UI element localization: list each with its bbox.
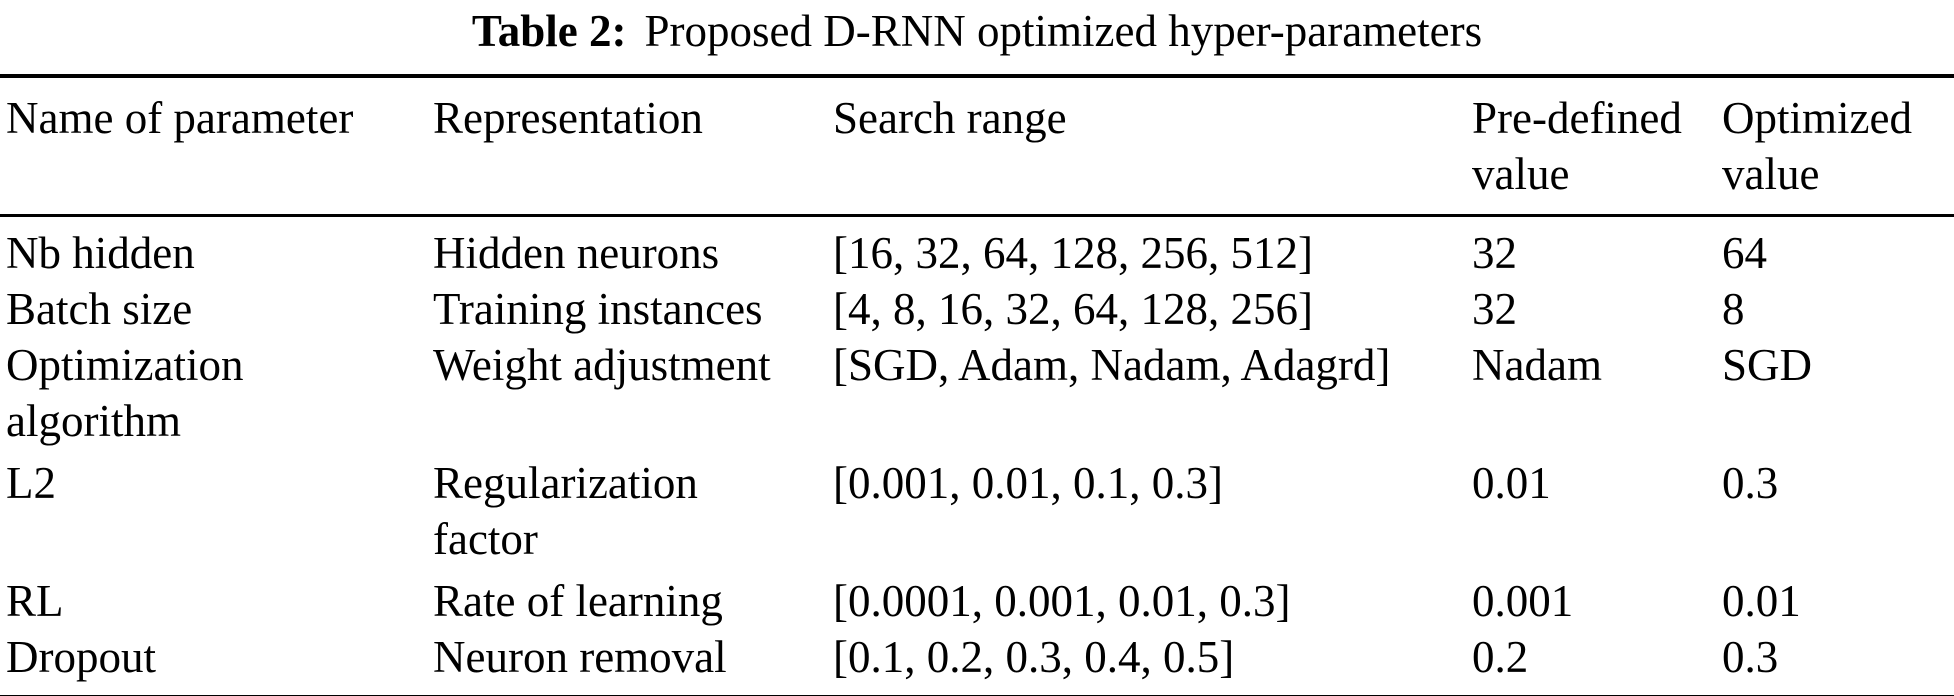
cell-search-range: [0.0001, 0.001, 0.01, 0.3]	[833, 576, 1291, 626]
cell-representation: Rate of learning	[433, 576, 723, 626]
cell-representation: Training instances	[433, 284, 763, 334]
cell-representation: Hidden neurons	[433, 228, 720, 278]
cell-optimized-value: 0.3	[1722, 632, 1779, 682]
table-row: RL Rate of learning [0.0001, 0.001, 0.01…	[0, 573, 1954, 629]
cell-name: Nb hidden	[6, 228, 195, 278]
cell-name: L2	[6, 458, 56, 508]
cell-representation: Neuron removal	[433, 632, 727, 682]
table-row: Nb hidden Hidden neurons [16, 32, 64, 12…	[0, 216, 1954, 282]
table-caption-label: Table 2:	[471, 6, 627, 56]
table-row: Optimization algorithm Weight adjustment…	[0, 337, 1954, 455]
cell-search-range: [SGD, Adam, Nadam, Adagrd]	[833, 340, 1391, 390]
cell-predefined-value: 0.01	[1472, 458, 1551, 508]
cell-name: Batch size	[6, 284, 193, 334]
cell-optimized-value: 0.3	[1722, 458, 1779, 508]
column-header-search-range: Search range	[833, 76, 1472, 217]
table-row: L2 Regularization factor [0.001, 0.01, 0…	[0, 455, 1954, 573]
cell-predefined-value: 32	[1472, 228, 1517, 278]
cell-name: Optimization algorithm	[0, 337, 433, 455]
cell-representation: Regularization factor	[433, 455, 833, 573]
cell-predefined-value: 0.001	[1472, 576, 1574, 626]
cell-name-text: Optimization algorithm	[6, 340, 244, 446]
cell-representation-text: Regularization factor	[433, 458, 698, 564]
cell-predefined-value: 0.2	[1472, 632, 1529, 682]
cell-optimized-value: 64	[1722, 228, 1767, 278]
table-row: Dropout Neuron removal [0.1, 0.2, 0.3, 0…	[0, 629, 1954, 696]
cell-search-range: [4, 8, 16, 32, 64, 128, 256]	[833, 284, 1313, 334]
table-body: Nb hidden Hidden neurons [16, 32, 64, 12…	[0, 216, 1954, 696]
hyperparameters-table: Name of parameter Representation Search …	[0, 74, 1954, 696]
table-caption: Table 2: Proposed D-RNN optimized hyper-p…	[0, 4, 1954, 58]
table-row: Batch size Training instances [4, 8, 16,…	[0, 281, 1954, 337]
cell-optimized-value: 8	[1722, 284, 1745, 334]
cell-predefined-value: Nadam	[1472, 340, 1602, 390]
cell-name: Dropout	[6, 632, 156, 682]
column-header-optimized-value: Optimized value	[1722, 76, 1954, 217]
column-header-representation: Representation	[433, 76, 833, 217]
cell-search-range: [16, 32, 64, 128, 256, 512]	[833, 228, 1313, 278]
cell-name: RL	[6, 576, 64, 626]
cell-search-range: [0.001, 0.01, 0.1, 0.3]	[833, 458, 1223, 508]
header-row: Name of parameter Representation Search …	[0, 76, 1954, 217]
cell-representation: Weight adjustment	[433, 340, 771, 390]
cell-predefined-value: 32	[1472, 284, 1517, 334]
cell-optimized-value: SGD	[1722, 340, 1813, 390]
column-header-predefined-value: Pre-defined value	[1472, 76, 1722, 217]
cell-optimized-value: 0.01	[1722, 576, 1801, 626]
table-header: Name of parameter Representation Search …	[0, 76, 1954, 217]
cell-search-range: [0.1, 0.2, 0.3, 0.4, 0.5]	[833, 632, 1235, 682]
column-header-name: Name of parameter	[0, 76, 433, 217]
table-caption-text: Proposed D-RNN optimized hyper-parameter…	[644, 6, 1483, 56]
